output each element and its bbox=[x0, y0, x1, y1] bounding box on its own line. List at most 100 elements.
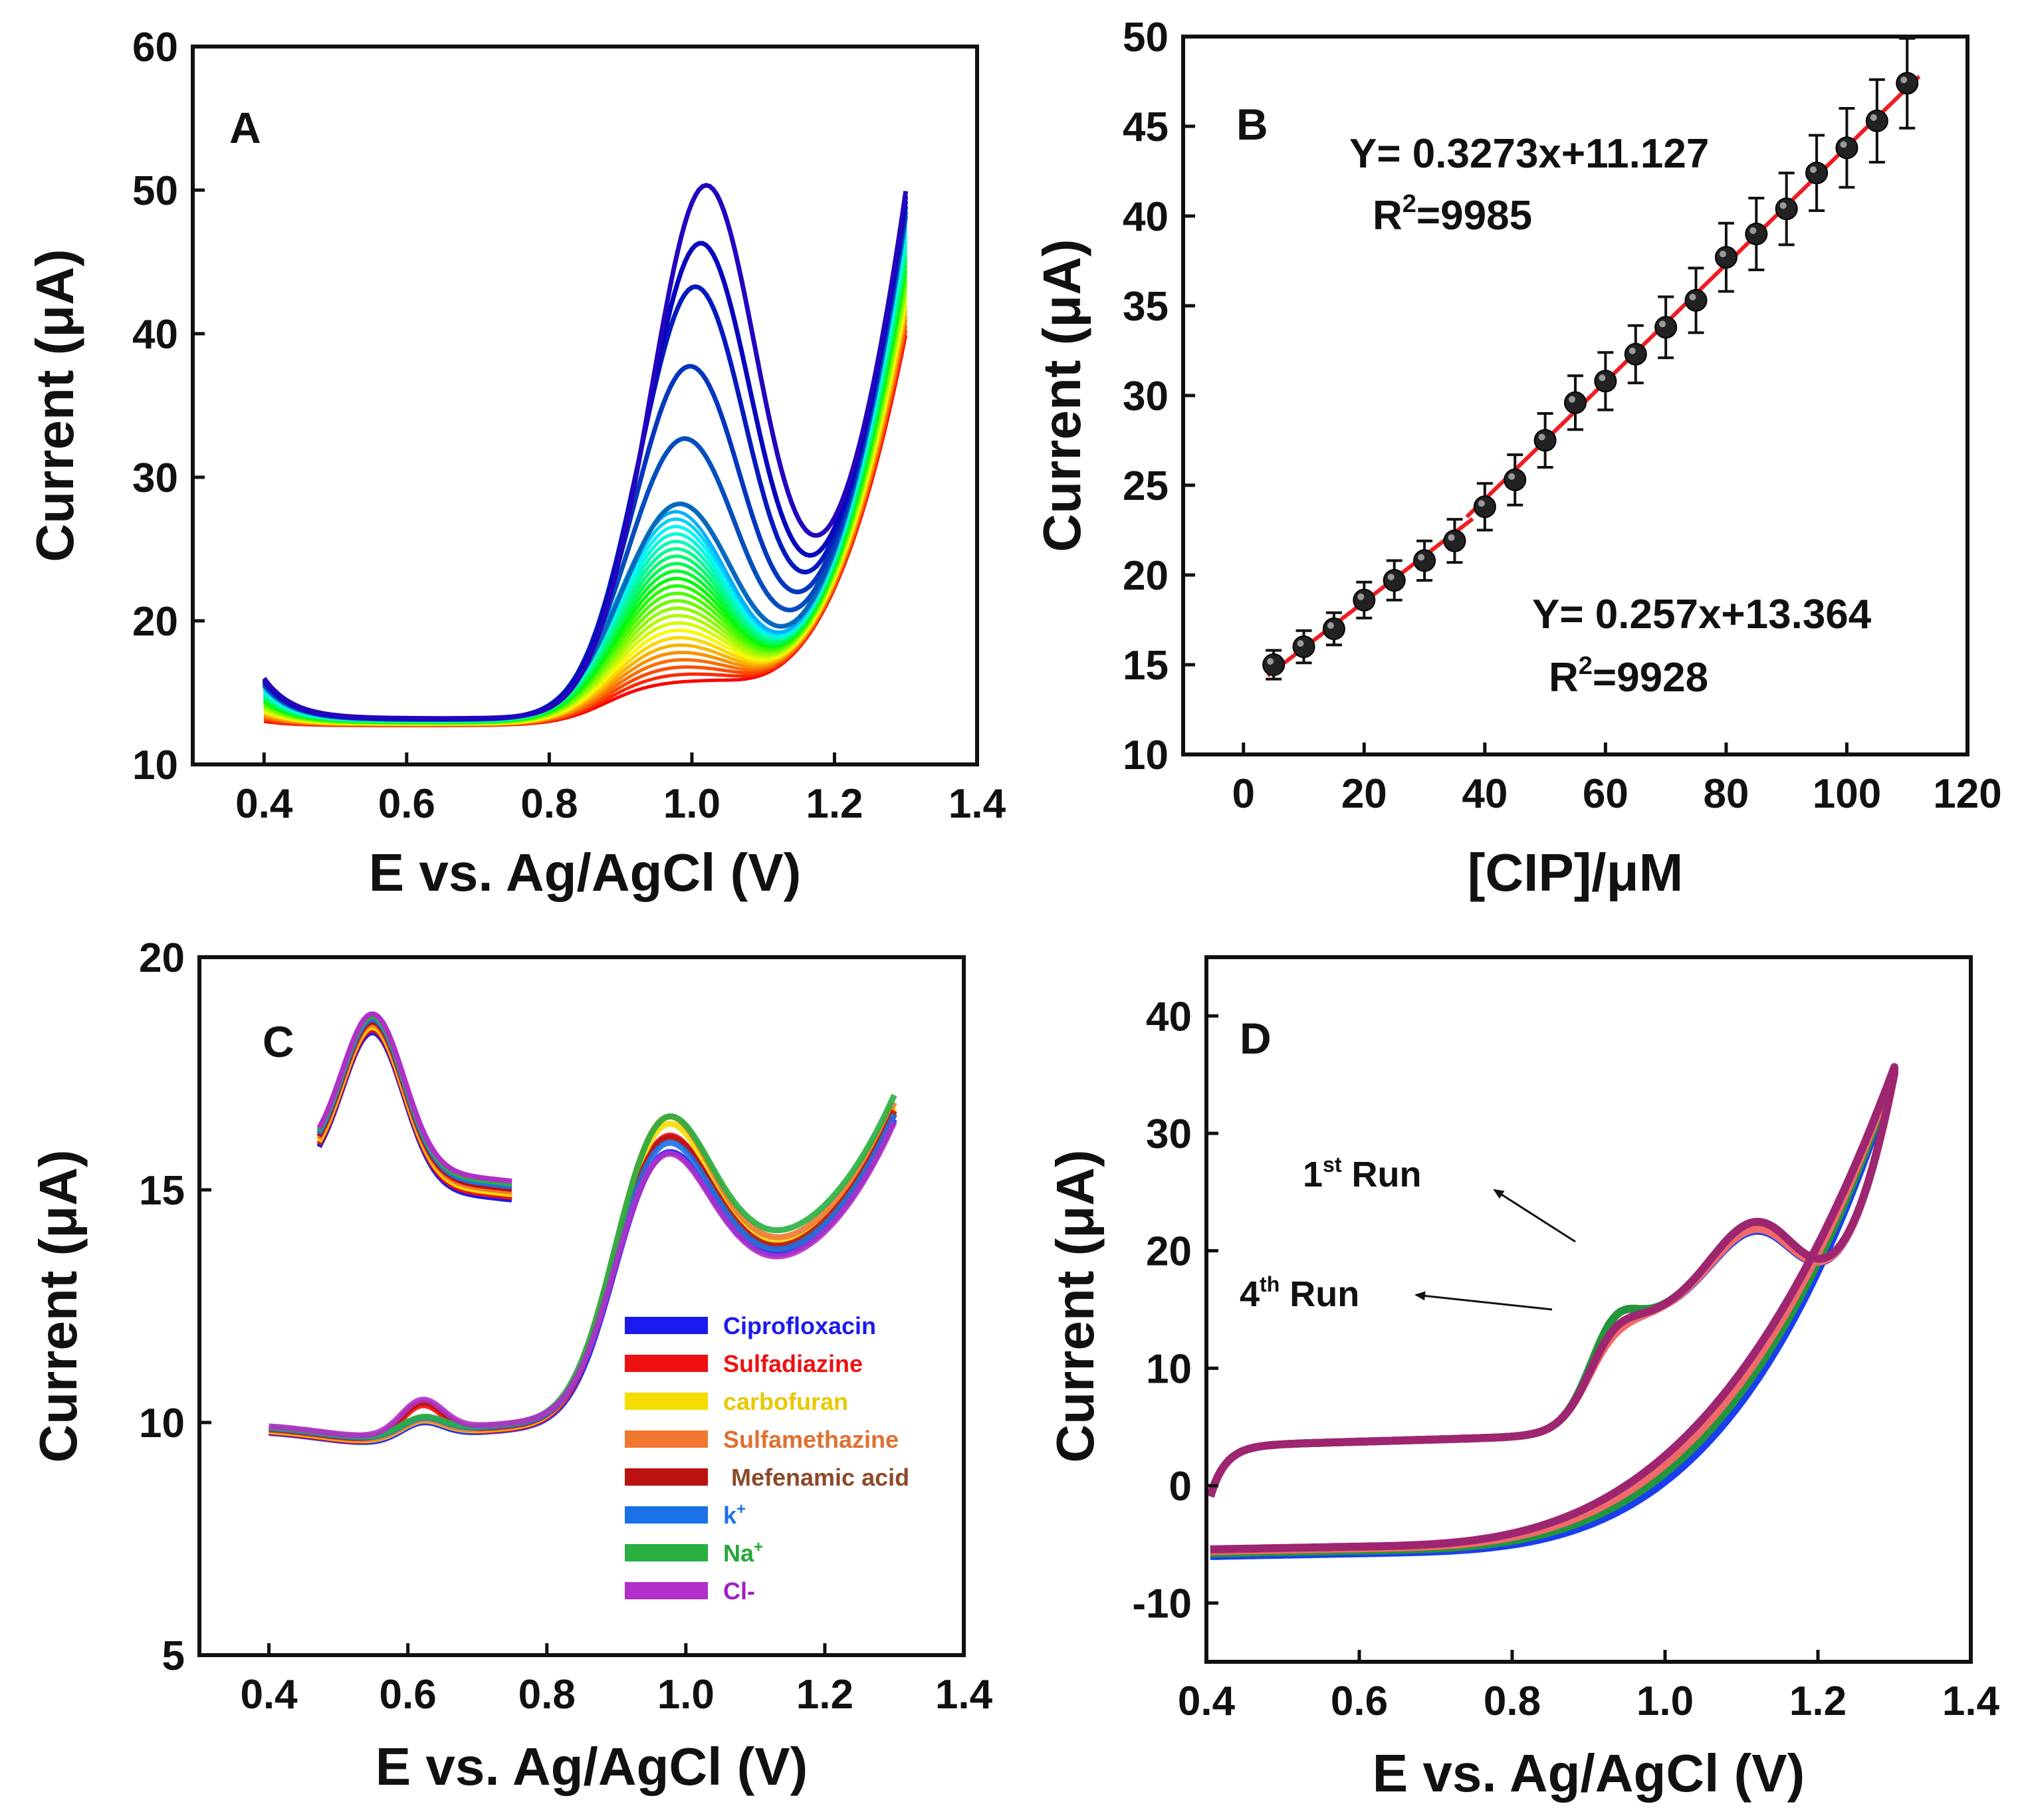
panel-b-point bbox=[1262, 653, 1286, 676]
panel-b-point bbox=[1322, 618, 1345, 640]
panel-d-arrow-4th-run bbox=[1414, 1291, 1553, 1311]
panel-b-ylabel: Current (μA) bbox=[1032, 239, 1091, 552]
panel-d-xtick-label: 1.4 bbox=[1942, 1678, 2000, 1724]
panel-c-curve bbox=[269, 1093, 897, 1440]
panel-a-curve bbox=[263, 235, 908, 723]
panel-a-curve bbox=[263, 241, 908, 723]
panel-a-ticks: 0.4 0.6 0.8 1.0 1.2 1.4 10 20 30 40 50 60 bbox=[132, 25, 1006, 827]
panel-a-curve bbox=[262, 205, 909, 722]
panel-a-curve bbox=[262, 195, 909, 721]
panel-b-point bbox=[1835, 136, 1858, 160]
panel-b-ytick-label: 10 bbox=[1123, 733, 1169, 778]
panel-d-xtick-label: 1.0 bbox=[1636, 1678, 1694, 1724]
panel-a-ylabel: Current (μA) bbox=[25, 249, 84, 562]
panel-c-ytick-label: 10 bbox=[139, 1401, 185, 1446]
panel-b-point-highlight bbox=[1448, 534, 1455, 541]
panel-d-annotation-1st-run: 1st Run bbox=[1303, 1153, 1421, 1194]
panel-a-curve bbox=[263, 260, 908, 724]
panel-b-point-highlight bbox=[1538, 433, 1545, 441]
panel-d-curve bbox=[1206, 1063, 1898, 1553]
panel-c-curves bbox=[269, 1011, 897, 1445]
panel-b-point-highlight bbox=[1810, 166, 1817, 173]
panel-b-ytick-label: 35 bbox=[1123, 284, 1169, 330]
panel-a-curve bbox=[262, 211, 909, 722]
panel-b-point bbox=[1594, 370, 1617, 393]
panel-c-legend-label: Sulfadiazine bbox=[723, 1350, 863, 1377]
panel-b-point bbox=[1504, 468, 1527, 491]
panel-b-ytick-label: 20 bbox=[1123, 553, 1169, 599]
panel-d-ytick-label: 40 bbox=[1146, 994, 1192, 1040]
panel-c-legend-label: Cl- bbox=[723, 1577, 755, 1605]
panel-a-frame bbox=[191, 45, 979, 766]
panel-d-curves bbox=[1206, 1063, 1898, 1560]
panel-b-ytick-label: 30 bbox=[1123, 374, 1169, 419]
panel-b-point-highlight bbox=[1297, 640, 1304, 647]
panel-a-curve bbox=[263, 231, 908, 723]
panel-c-xtick-label: 0.4 bbox=[240, 1672, 298, 1718]
panel-c-ytick-label: 20 bbox=[139, 935, 185, 981]
panel-a-curve bbox=[263, 245, 908, 723]
panel-b-point bbox=[1624, 342, 1647, 366]
panel-a-ytick-label: 30 bbox=[132, 455, 178, 501]
panel-c-legend-label: Ciprofloxacin bbox=[723, 1312, 876, 1339]
panel-b-point-highlight bbox=[1719, 251, 1726, 258]
panel-b-point-highlight bbox=[1327, 622, 1334, 629]
panel-c-legend: Ciprofloxacin Sulfadiazine carbofuran Sulfa… bbox=[625, 1312, 909, 1605]
panel-d-label: D bbox=[1240, 1014, 1272, 1063]
panel-a-curve bbox=[262, 182, 909, 721]
panel-c-xtick-label: 1.2 bbox=[796, 1672, 853, 1718]
panel-b-point bbox=[1292, 635, 1315, 658]
panel-d: 0.4 0.6 0.8 1.0 1.2 1.4 -10 0 10 20 30 40 D 1st Run… bbox=[1046, 955, 2000, 1803]
panel-c-legend-swatch bbox=[625, 1506, 708, 1524]
panel-c-legend-swatch bbox=[625, 1393, 708, 1410]
panel-b-point-highlight bbox=[1689, 293, 1696, 300]
panel-b-xtick-label: 120 bbox=[1933, 771, 2001, 817]
panel-b-xtick-label: 20 bbox=[1341, 771, 1387, 817]
panel-c-frame bbox=[197, 955, 966, 1657]
panel-a-ytick-label: 10 bbox=[132, 742, 178, 788]
panel-b-point bbox=[1353, 588, 1376, 612]
panel-b-point-highlight bbox=[1387, 574, 1395, 581]
panel-a-ytick-label: 20 bbox=[132, 599, 178, 645]
panel-b-xtick-label: 80 bbox=[1703, 771, 1749, 817]
panel-c-legend-swatch bbox=[625, 1355, 708, 1372]
panel-a-curve bbox=[262, 215, 909, 722]
panel-a-ytick-label: 60 bbox=[132, 25, 178, 70]
panel-c-xtick-label: 1.0 bbox=[657, 1672, 715, 1718]
panel-d-xtick-label: 0.4 bbox=[1178, 1678, 1236, 1724]
panel-b-point-highlight bbox=[1599, 374, 1606, 382]
panel-b-fit1-r2: R2=9985 bbox=[1373, 190, 1532, 239]
panel-d-ytick-label: 0 bbox=[1169, 1464, 1192, 1510]
panel-b-point-highlight bbox=[1478, 500, 1485, 507]
panel-d-ytick-label: 20 bbox=[1146, 1229, 1192, 1275]
panel-b-point-highlight bbox=[1749, 227, 1757, 234]
panel-a-xtick-label: 1.4 bbox=[949, 781, 1006, 827]
panel-b-ticks: 0 20 40 60 80 100 120 10 15 20 25 30 35 40 45 50 bbox=[1123, 15, 2002, 817]
panel-a-label: A bbox=[229, 103, 261, 152]
panel-c-xlabel: E vs. Ag/AgCl (V) bbox=[376, 1737, 808, 1796]
panel-c-legend-label: Sulfamethazine bbox=[723, 1426, 899, 1453]
panel-d-annotation-4th-run: 4th Run bbox=[1240, 1272, 1359, 1314]
panel-b-xlabel: [CIP]/μM bbox=[1468, 843, 1683, 902]
panel-a-curve bbox=[262, 201, 909, 721]
panel-a-xtick-label: 0.8 bbox=[520, 781, 578, 827]
panel-b-point bbox=[1383, 569, 1406, 592]
panel-c-label: C bbox=[263, 1017, 294, 1066]
panel-c-ticks: 0.4 0.6 0.8 1.0 1.2 1.4 5 10 15 20 bbox=[139, 935, 993, 1718]
panel-b-marks bbox=[1262, 37, 1921, 681]
panel-b-point-highlight bbox=[1569, 396, 1575, 403]
panel-b-xtick-label: 40 bbox=[1462, 771, 1508, 817]
panel-d-ticks: 0.4 0.6 0.8 1.0 1.2 1.4 -10 0 10 20 30 40 bbox=[1132, 994, 1999, 1724]
panel-b-ytick-label: 15 bbox=[1123, 643, 1169, 689]
panel-c-legend-swatch bbox=[625, 1582, 708, 1599]
panel-c-legend-label: Mefenamic acid bbox=[731, 1464, 909, 1491]
panel-a-xtick-label: 1.2 bbox=[806, 781, 863, 827]
panel-d-ylabel: Current (μA) bbox=[1046, 1149, 1105, 1462]
panel-b-xtick-label: 0 bbox=[1232, 771, 1255, 817]
panel-c-inset-curve bbox=[316, 1016, 512, 1189]
panel-b-ytick-label: 40 bbox=[1123, 194, 1169, 240]
panel-b-point bbox=[1865, 109, 1888, 132]
panel-d-xlabel: E vs. Ag/AgCl (V) bbox=[1373, 1744, 1805, 1803]
panel-d-xtick-label: 0.6 bbox=[1331, 1678, 1388, 1724]
